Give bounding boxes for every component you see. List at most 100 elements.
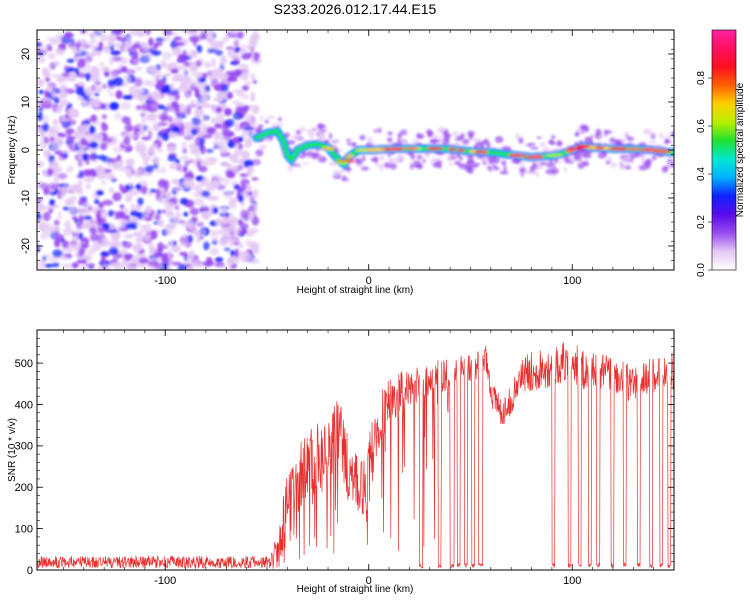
ridge-halo-blob <box>661 166 669 173</box>
ridge-halo-blob <box>334 138 340 142</box>
noise-blob <box>106 88 111 94</box>
ridge-halo-blob <box>630 156 636 160</box>
y-tick-label: 20 <box>20 48 32 60</box>
noise-blob <box>212 206 219 214</box>
ridge-halo-blob <box>624 165 632 170</box>
noise-blob <box>244 80 252 87</box>
noise-blob <box>171 178 180 185</box>
noise-blob <box>97 226 105 232</box>
noise-blob <box>193 108 204 118</box>
ridge-halo-blob <box>287 165 293 173</box>
noise-blob <box>210 69 220 76</box>
noise-blob <box>181 30 189 34</box>
noise-blob <box>37 214 42 221</box>
noise-blob <box>201 160 210 167</box>
ridge-halo-blob <box>604 129 608 137</box>
noise-blob <box>182 147 188 154</box>
noise-blob <box>165 223 177 230</box>
ridge-halo-blob <box>306 128 315 136</box>
ridge-halo-blob <box>291 134 300 140</box>
noise-blob <box>221 216 230 225</box>
noise-blob <box>200 103 212 109</box>
noise-blob <box>250 241 260 251</box>
noise-blob <box>182 165 188 173</box>
noise-blob <box>139 55 151 64</box>
y-tick-label: 400 <box>15 399 33 411</box>
ridge-halo-blob <box>467 130 475 137</box>
noise-blob <box>112 233 119 243</box>
noise-blob <box>190 99 195 107</box>
ridge-halo-blob <box>597 152 606 159</box>
noise-blob <box>96 190 104 196</box>
noise-blob <box>135 122 146 129</box>
ridge-halo-blob <box>409 162 414 166</box>
noise-blob <box>132 244 140 253</box>
ridge-hotspot <box>530 155 545 159</box>
noise-blob <box>170 67 179 74</box>
noise-blob <box>89 141 99 149</box>
noise-blob <box>90 38 98 43</box>
noise-blob <box>46 43 53 51</box>
ridge-halo-blob <box>660 134 665 139</box>
colorbar-tick-label: 0.8 <box>696 71 707 85</box>
ridge-halo-blob <box>264 119 270 124</box>
noise-blob <box>148 37 154 47</box>
noise-blob <box>171 101 179 109</box>
noise-blob <box>200 145 206 155</box>
ridge-halo-blob <box>536 136 542 140</box>
noise-blob <box>112 30 124 35</box>
noise-blob <box>156 148 164 153</box>
noise-blob <box>81 124 90 132</box>
noise-blob <box>238 106 248 116</box>
noise-blob <box>64 31 73 39</box>
noise-blob <box>108 246 119 256</box>
ridge-halo-blob <box>564 157 570 164</box>
noise-blob <box>122 46 127 53</box>
ridge-halo-blob <box>492 164 497 168</box>
noise-blob <box>141 136 151 141</box>
noise-blob <box>248 228 259 233</box>
ridge-halo-blob <box>298 127 307 132</box>
noise-blob <box>112 146 123 153</box>
ridge-halo-blob <box>666 161 673 165</box>
noise-blob <box>190 83 195 92</box>
noise-blob <box>222 265 228 270</box>
noise-blob <box>85 183 91 190</box>
noise-blob <box>115 210 126 219</box>
noise-blob <box>128 51 135 56</box>
noise-blob <box>40 233 49 240</box>
noise-blob <box>41 230 51 235</box>
noise-blob <box>81 100 88 106</box>
noise-blob <box>236 89 245 98</box>
noise-blob <box>56 132 65 137</box>
noise-blob <box>144 223 152 233</box>
ridge-halo-blob <box>483 138 489 145</box>
noise-blob <box>125 76 132 84</box>
noise-blob <box>186 219 194 229</box>
ridge-halo-blob <box>539 161 549 166</box>
noise-blob <box>47 167 53 177</box>
ridge-hotspot <box>448 147 456 151</box>
noise-blob <box>77 72 87 79</box>
ridge-halo-blob <box>625 157 630 164</box>
noise-blob <box>95 84 102 90</box>
ridge-halo-blob <box>311 127 317 131</box>
noise-blob <box>189 251 195 257</box>
y-tick-label: 500 <box>15 358 33 370</box>
noise-blob <box>84 55 93 63</box>
noise-blob <box>152 252 162 258</box>
noise-blob <box>136 30 146 38</box>
noise-blob <box>208 161 216 166</box>
noise-blob <box>68 185 76 195</box>
noise-blob <box>160 60 167 68</box>
noise-blob <box>147 130 153 139</box>
noise-blob <box>147 66 158 73</box>
ridge-halo-blob <box>667 132 673 140</box>
noise-blob <box>123 41 132 46</box>
ridge-halo-blob <box>278 116 282 122</box>
noise-blob <box>164 191 173 197</box>
noise-blob <box>49 159 56 168</box>
noise-blob <box>240 210 250 219</box>
ridge-hotspot <box>469 149 477 154</box>
